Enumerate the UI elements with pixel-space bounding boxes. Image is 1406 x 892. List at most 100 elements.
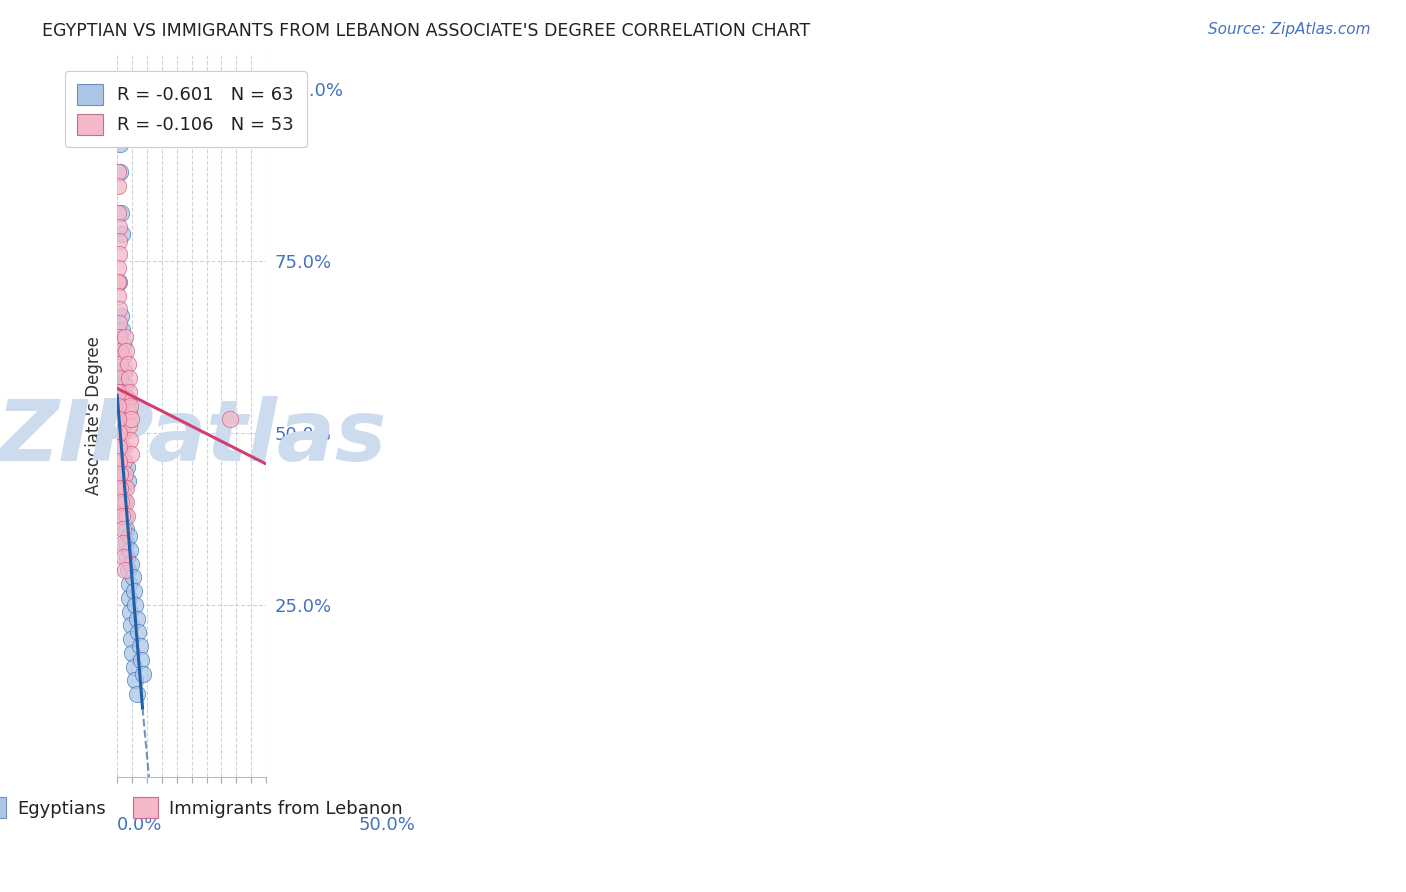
Point <box>108 343 131 358</box>
Point <box>114 481 136 495</box>
Point <box>111 508 134 523</box>
Point <box>115 460 138 475</box>
Point <box>107 165 129 179</box>
Point <box>111 323 134 337</box>
Point <box>107 343 129 358</box>
Point <box>111 453 134 467</box>
Point <box>125 611 148 625</box>
Point <box>115 495 138 509</box>
Point <box>117 371 139 385</box>
Point <box>107 275 129 289</box>
Point <box>115 536 138 550</box>
Point <box>112 351 135 365</box>
Point <box>107 399 129 413</box>
Point <box>110 495 132 509</box>
Point <box>118 529 141 543</box>
Point <box>107 425 129 440</box>
Point <box>114 508 136 523</box>
Point <box>107 419 129 434</box>
Point <box>108 425 131 440</box>
Point <box>114 330 136 344</box>
Point <box>108 440 131 454</box>
Point <box>114 467 136 482</box>
Point <box>112 440 135 454</box>
Point <box>108 399 131 413</box>
Point <box>112 481 135 495</box>
Text: ZIPatlas: ZIPatlas <box>0 396 387 479</box>
Point <box>111 336 134 351</box>
Point <box>118 605 141 619</box>
Point <box>115 549 138 564</box>
Point <box>107 288 129 302</box>
Point <box>120 542 142 557</box>
Point <box>110 384 132 399</box>
Text: 0.0%: 0.0% <box>117 816 163 834</box>
Point <box>120 412 142 426</box>
Point <box>118 591 141 605</box>
Legend: Egyptians, Immigrants from Lebanon: Egyptians, Immigrants from Lebanon <box>0 790 409 825</box>
Point <box>108 384 131 399</box>
Point <box>108 234 131 248</box>
Point <box>107 302 129 317</box>
Point <box>111 522 134 536</box>
Point <box>127 625 149 640</box>
Point <box>107 343 129 358</box>
Point <box>112 364 135 378</box>
Point <box>108 371 131 385</box>
Point <box>108 275 131 289</box>
Point <box>129 653 152 667</box>
Point <box>110 425 132 440</box>
Point <box>112 495 135 509</box>
Point <box>108 316 131 330</box>
Point <box>110 310 132 324</box>
Point <box>108 330 131 344</box>
Point <box>107 110 129 124</box>
Point <box>114 522 136 536</box>
Point <box>110 440 132 454</box>
Point <box>120 618 142 632</box>
Point <box>118 384 141 399</box>
Point <box>125 687 148 701</box>
Point <box>118 433 141 447</box>
Point <box>117 564 139 578</box>
Point <box>108 453 131 467</box>
Point <box>107 178 129 193</box>
Point <box>107 371 129 385</box>
Point <box>108 357 131 371</box>
Point <box>219 412 242 426</box>
Point <box>114 378 136 392</box>
Point <box>108 371 131 385</box>
Point <box>122 659 145 673</box>
Point <box>117 357 139 371</box>
Text: 50.0%: 50.0% <box>359 816 415 834</box>
Point <box>108 412 131 426</box>
Point <box>107 275 129 289</box>
Point <box>107 378 129 392</box>
Point <box>117 405 139 419</box>
Point <box>108 467 131 482</box>
Point <box>110 206 132 220</box>
Point <box>124 673 146 688</box>
Point <box>107 323 129 337</box>
Point <box>117 392 139 406</box>
Text: EGYPTIAN VS IMMIGRANTS FROM LEBANON ASSOCIATE'S DEGREE CORRELATION CHART: EGYPTIAN VS IMMIGRANTS FROM LEBANON ASSO… <box>42 22 810 40</box>
Point <box>112 536 135 550</box>
Point <box>121 646 143 660</box>
Point <box>108 247 131 261</box>
Point <box>107 384 129 399</box>
Point <box>131 666 153 681</box>
Point <box>111 425 134 440</box>
Point <box>111 467 134 482</box>
Point <box>108 412 131 426</box>
Point <box>117 577 139 591</box>
Point <box>108 137 131 152</box>
Point <box>118 419 141 434</box>
Point <box>121 557 143 571</box>
Point <box>114 564 136 578</box>
Point <box>121 570 143 584</box>
Point <box>108 481 131 495</box>
Point <box>107 206 129 220</box>
Point <box>107 261 129 276</box>
Y-axis label: Associate's Degree: Associate's Degree <box>86 336 103 495</box>
Point <box>110 399 132 413</box>
